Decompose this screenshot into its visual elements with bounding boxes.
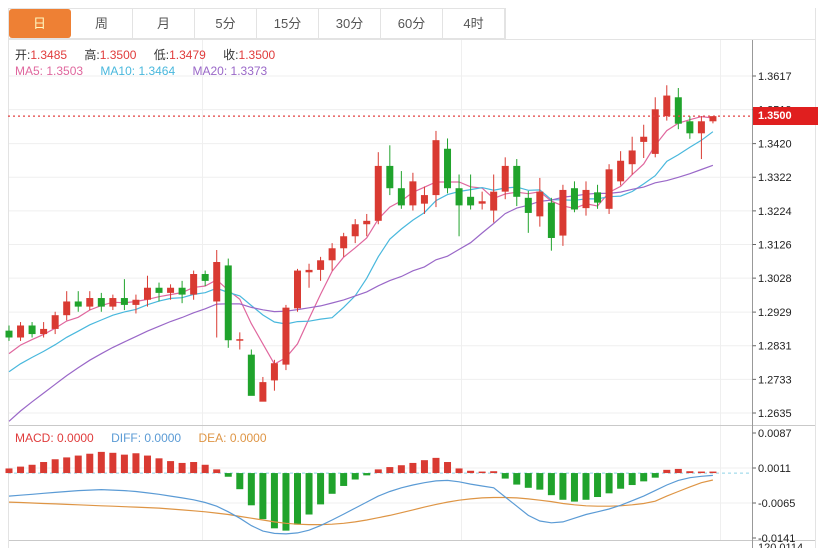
dea-line xyxy=(8,479,714,526)
price-axis-label: 1.2831 xyxy=(758,341,792,353)
candles-layer xyxy=(5,85,717,402)
tab-5min[interactable]: 5分 xyxy=(195,9,257,38)
macd-value: 0.0000 xyxy=(57,431,94,445)
ma5-value: 1.3503 xyxy=(46,64,84,78)
diff-line xyxy=(8,474,713,535)
high-value: 1.3500 xyxy=(99,48,137,62)
high-label: 高: xyxy=(84,48,100,62)
macd-histogram-layer xyxy=(5,451,717,531)
price-axis: 1.36171.35191.34201.33221.32241.31261.30… xyxy=(752,71,803,548)
grid-layer xyxy=(8,40,752,541)
diff-legend-item: DIFF: 0.0000 xyxy=(111,431,181,445)
price-axis-label: 1.3224 xyxy=(758,206,792,218)
open-label: 开: xyxy=(15,48,31,62)
price-axis-label: 0.0087 xyxy=(758,428,792,440)
frame-layer xyxy=(8,8,816,548)
price-axis-label: 1.2733 xyxy=(758,374,792,386)
tab-monthly[interactable]: 月 xyxy=(133,9,195,38)
ma20-label: MA20: xyxy=(192,64,228,78)
macd-legend: MACD: 0.0000 DIFF: 0.0000 DEA: 0.0000 xyxy=(15,431,281,445)
tab-60min[interactable]: 60分 xyxy=(381,9,443,38)
tab-15min[interactable]: 15分 xyxy=(257,9,319,38)
macd-legend-item: MACD: 0.0000 xyxy=(15,431,94,445)
price-axis-label: -0.0141 xyxy=(758,533,795,545)
ma-legend: MA5: 1.3503 MA10: 1.3464 MA20: 1.3373 xyxy=(15,64,281,78)
price-axis-label: 1.3126 xyxy=(758,240,792,252)
close-value: 1.3500 xyxy=(238,48,276,62)
ma5-legend-item: MA5: 1.3503 xyxy=(15,64,83,78)
ma5-line xyxy=(8,115,713,365)
ma20-legend-item: MA20: 1.3373 xyxy=(192,64,267,78)
price-axis-label: 0.0011 xyxy=(758,463,791,475)
ma10-legend-item: MA10: 1.3464 xyxy=(100,64,175,78)
tab-weekly[interactable]: 周 xyxy=(71,9,133,38)
diff-value: 0.0000 xyxy=(144,431,182,445)
ma-lines-layer xyxy=(8,115,714,422)
low-value: 1.3479 xyxy=(169,48,206,62)
price-axis-label: 1.3028 xyxy=(758,273,792,285)
open-value: 1.3485 xyxy=(30,48,68,62)
close-label: 收: xyxy=(223,48,239,62)
diff-label: DIFF: xyxy=(111,431,142,445)
current-price-label: 1.3500 xyxy=(753,107,818,126)
low-label: 低: xyxy=(153,48,170,62)
tab-4hour[interactable]: 4时 xyxy=(443,9,505,38)
macd-label: MACD: xyxy=(15,431,54,445)
price-axis-label: 1.2929 xyxy=(758,307,792,319)
ma10-value: 1.3464 xyxy=(138,64,176,78)
tab-30min[interactable]: 30分 xyxy=(319,9,381,38)
tab-daily[interactable]: 日 xyxy=(9,9,71,38)
dea-legend-item: DEA: 0.0000 xyxy=(198,431,266,445)
dea-value: 0.0000 xyxy=(229,431,267,445)
dea-label: DEA: xyxy=(198,431,227,445)
ohlc-legend: 开:1.3485 高:1.3500 低:1.3479 收:1.3500 xyxy=(15,46,289,63)
price-axis-label: 1.2635 xyxy=(758,408,792,420)
price-axis-label: 1.3420 xyxy=(758,139,792,151)
ma20-value: 1.3373 xyxy=(230,64,268,78)
price-axis-label: 1.3617 xyxy=(758,71,792,83)
price-axis-label: -0.0065 xyxy=(758,498,795,510)
clipped-axis-label: 120.0114 xyxy=(758,542,803,548)
timeframe-tabbar: 日 周 月 5分 15分 30分 60分 4时 xyxy=(8,8,506,39)
ma10-label: MA10: xyxy=(100,64,136,78)
ma10-line xyxy=(8,131,714,373)
price-axis-label: 1.3322 xyxy=(758,172,792,184)
ma5-label: MA5: xyxy=(15,64,44,78)
macd-lines-layer xyxy=(8,474,714,535)
